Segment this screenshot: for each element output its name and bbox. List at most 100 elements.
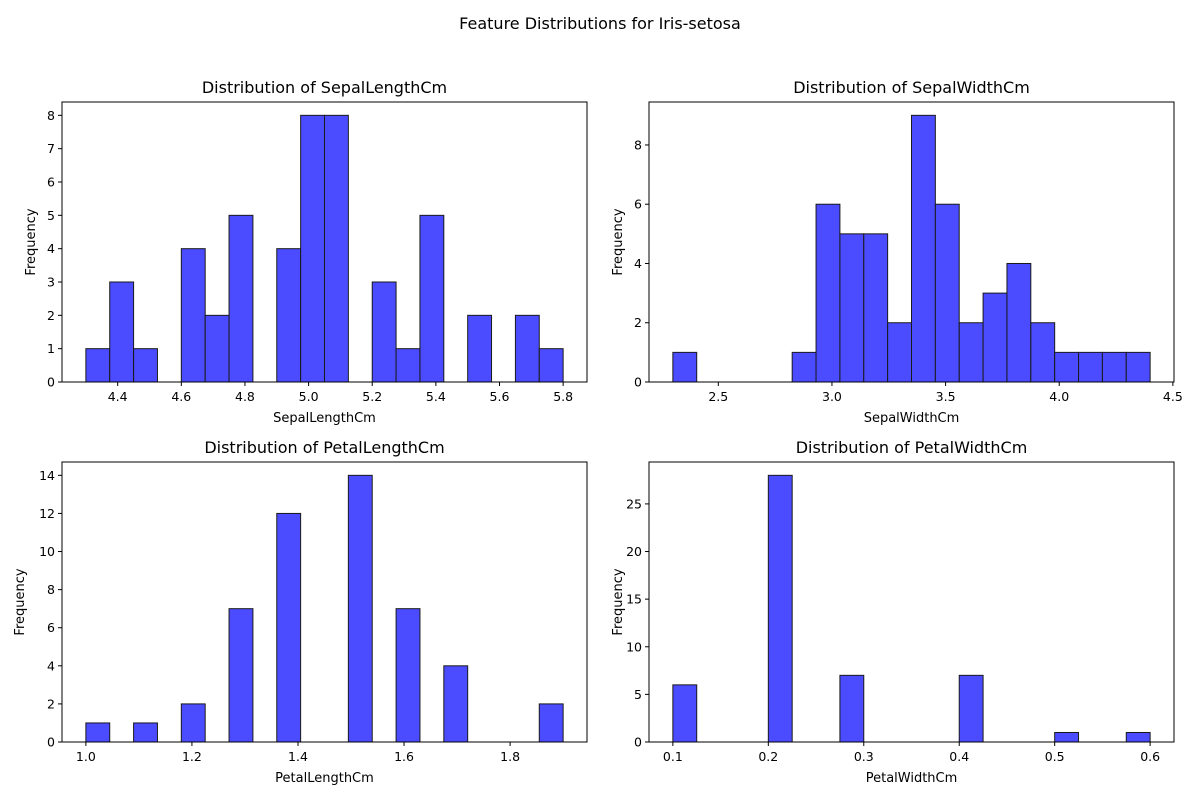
y-tick-label: 10 — [39, 544, 55, 559]
histogram-bar — [276, 512, 302, 743]
y-tick-label: 15 — [626, 592, 642, 607]
axes-frame — [61, 461, 588, 743]
histogram-bar — [395, 608, 421, 743]
x-axis-label: SepalWidthCm — [864, 411, 960, 426]
subplot-2: 2.5 3.0 3.5 4.0 4.5 0 2 4 6 8 Distribution of Sepa… — [611, 78, 1183, 426]
subplot-1: 4.4 4.6 4.8 5.0 5.2 5.4 5.6 5.8 0 1 2 3 4 5 6 7 8 Distrib… — [24, 78, 588, 426]
x-tick-label: 0.5 — [1045, 749, 1065, 764]
histogram-bar — [180, 703, 206, 743]
y-tick-label: 4 — [47, 658, 55, 673]
x-tick-label: 0.1 — [663, 749, 683, 764]
x-tick-label: 1.6 — [394, 749, 414, 764]
histogram-bar — [1054, 731, 1080, 743]
x-tick-label: 3.5 — [936, 389, 956, 404]
subplot-4: 0.1 0.2 0.3 0.4 0.5 0.6 0 5 10 15 20 25 Distribution… — [611, 438, 1175, 786]
figure-suptitle: Feature Distributions for Iris-setosa — [459, 14, 741, 33]
y-tick-label: 6 — [634, 197, 642, 212]
x-tick-label: 1.8 — [500, 749, 520, 764]
x-tick-label: 4.8 — [235, 389, 255, 404]
x-tick-label: 1.2 — [182, 749, 202, 764]
y-tick-label: 1 — [47, 341, 55, 356]
x-tick-label: 1.4 — [288, 749, 308, 764]
histogram-bar — [934, 203, 960, 383]
histogram-bar — [767, 474, 793, 743]
histogram-bar — [1125, 731, 1151, 743]
histogram-bar — [1125, 351, 1151, 383]
x-tick-label: 1.0 — [76, 749, 96, 764]
y-tick-label: 25 — [626, 496, 642, 511]
y-tick-label: 0 — [634, 375, 642, 390]
x-axis-label: PetalLengthCm — [275, 771, 374, 786]
histogram-bar — [228, 214, 254, 383]
histogram-bar — [514, 314, 540, 383]
subplot-title: Distribution of PetalWidthCm — [796, 438, 1028, 457]
histogram-bar — [300, 114, 326, 383]
y-tick-label: 7 — [47, 141, 55, 156]
y-tick-label: 6 — [47, 175, 55, 190]
x-tick-label: 3.0 — [822, 389, 842, 404]
histogram-bar — [133, 348, 158, 383]
x-tick-label: 5.8 — [553, 389, 573, 404]
histogram-bar — [911, 114, 936, 383]
histogram-bar — [538, 703, 564, 743]
y-tick-label: 8 — [47, 108, 55, 123]
histogram-bar — [672, 351, 698, 383]
histogram-bar — [324, 114, 349, 383]
histogram-bar — [85, 722, 111, 743]
histogram-bar — [419, 214, 445, 383]
histogram-bar — [958, 322, 984, 383]
histogram-bar — [443, 665, 469, 743]
histogram-bar — [180, 248, 206, 383]
histogram-bar — [85, 348, 111, 383]
histogram-bar — [109, 281, 135, 383]
y-axis-label: Frequency — [611, 568, 626, 635]
x-tick-label: 4.0 — [1049, 389, 1069, 404]
axes-frame — [648, 461, 1175, 743]
histogram-bar — [1054, 351, 1080, 383]
x-tick-label: 0.4 — [949, 749, 969, 764]
histogram-bar — [228, 608, 254, 743]
y-axis-label: Frequency — [13, 568, 28, 635]
histogram-bar — [982, 292, 1008, 383]
histogram-bar — [958, 674, 984, 743]
x-tick-label: 4.4 — [108, 389, 128, 404]
x-tick-label: 4.6 — [171, 389, 191, 404]
y-tick-label: 0 — [634, 735, 642, 750]
histogram-bar — [133, 722, 158, 743]
histogram-bar — [839, 233, 865, 383]
histogram-bar — [395, 348, 421, 383]
y-tick-label: 4 — [634, 256, 642, 271]
histogram-bar — [887, 322, 913, 383]
y-tick-label: 5 — [634, 687, 642, 702]
x-tick-label: 5.0 — [299, 389, 319, 404]
subplot-title: Distribution of PetalLengthCm — [204, 438, 444, 457]
y-tick-label: 2 — [47, 308, 55, 323]
histogram-bar — [1030, 322, 1056, 383]
subplot-title: Distribution of SepalWidthCm — [793, 78, 1030, 97]
y-tick-label: 5 — [47, 208, 55, 223]
x-tick-label: 0.6 — [1140, 749, 1160, 764]
x-tick-label: 0.3 — [854, 749, 874, 764]
histogram-bar — [672, 684, 698, 743]
axes-frame — [61, 101, 588, 383]
x-tick-label: 0.2 — [758, 749, 778, 764]
y-tick-label: 20 — [626, 544, 642, 559]
histogram-bar — [538, 348, 564, 383]
y-tick-label: 6 — [47, 620, 55, 635]
histogram-bar — [1006, 262, 1032, 383]
y-axis-label: Frequency — [24, 208, 39, 275]
y-axis-label: Frequency — [611, 208, 626, 275]
histogram-bar — [347, 474, 373, 743]
histogram-bar — [371, 281, 397, 383]
x-axis-label: SepalLengthCm — [273, 411, 376, 426]
histogram-bar — [1101, 351, 1127, 383]
y-tick-label: 2 — [47, 696, 55, 711]
y-tick-label: 8 — [47, 582, 55, 597]
subplot-title: Distribution of SepalLengthCm — [202, 78, 447, 97]
x-tick-label: 5.2 — [362, 389, 382, 404]
histogram-bar — [276, 248, 302, 383]
subplot-3: 1.0 1.2 1.4 1.6 1.8 0 2 4 6 8 10 12 14 Distribution o… — [13, 438, 588, 786]
subplot-grid: 4.4 4.6 4.8 5.0 5.2 5.4 5.6 5.8012345678Distrib… — [13, 78, 1183, 786]
y-tick-label: 8 — [634, 137, 642, 152]
